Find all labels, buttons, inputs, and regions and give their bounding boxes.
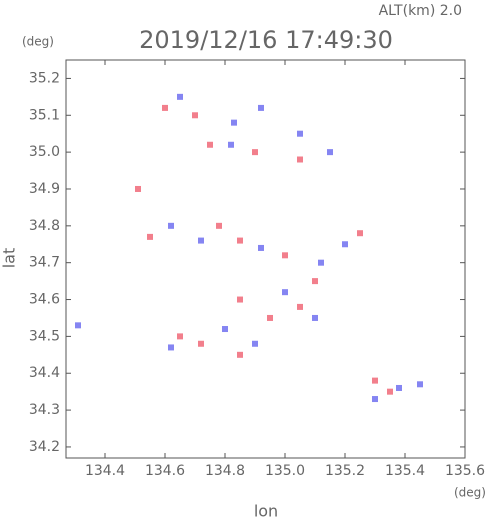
echo-point <box>342 241 348 248</box>
x-tick-label: 134.8 <box>205 463 245 479</box>
echo-point <box>237 237 243 244</box>
x-tick-label: 135.6 <box>445 463 485 479</box>
chart-title: 2019/12/16 17:49:30 <box>139 26 393 54</box>
y-tick-label: 34.4 <box>29 365 60 381</box>
echo-point <box>327 149 333 156</box>
echo-point <box>258 244 264 251</box>
echo-point <box>417 381 423 388</box>
y-tick-label: 34.7 <box>29 255 60 271</box>
y-tick-label: 34.8 <box>29 218 60 234</box>
echo-point <box>177 93 183 100</box>
echo-point <box>222 326 228 333</box>
echo-point <box>162 104 168 111</box>
echo-point <box>297 303 303 310</box>
echo-point <box>282 289 288 296</box>
y-tick-label: 34.5 <box>29 328 60 344</box>
echo-point <box>231 119 237 126</box>
echo-point <box>237 296 243 303</box>
echo-point <box>198 237 204 244</box>
echo-point <box>192 112 198 119</box>
y-tick-label: 35.0 <box>29 144 60 160</box>
y-tick-label: 34.3 <box>29 402 60 418</box>
x-tick-label: 134.6 <box>145 463 185 479</box>
echo-point <box>258 104 264 111</box>
altitude-label: ALT(km) 2.0 <box>379 3 462 19</box>
echo-point <box>168 222 174 229</box>
x-tick-label: 135.0 <box>265 463 305 479</box>
x-tick-label: 134.4 <box>85 463 125 479</box>
echo-point <box>168 344 174 351</box>
echo-point <box>282 252 288 259</box>
echo-point <box>318 259 324 266</box>
echo-point <box>267 314 273 321</box>
echo-point <box>252 149 258 156</box>
echo-point <box>312 278 318 285</box>
echo-point <box>237 351 243 358</box>
x-tick-label: 135.4 <box>385 463 425 479</box>
echo-point <box>396 384 402 391</box>
echo-point <box>252 340 258 347</box>
echo-point <box>387 388 393 395</box>
echo-point <box>198 340 204 347</box>
echo-point <box>135 185 141 192</box>
echo-point <box>228 141 234 148</box>
echo-point <box>357 230 363 237</box>
echo-point <box>297 130 303 137</box>
y-tick-label: 35.1 <box>29 107 60 123</box>
x-tick-label: 135.2 <box>325 463 365 479</box>
y-tick-label: 34.9 <box>29 181 60 197</box>
echo-point <box>297 156 303 163</box>
echo-point <box>147 233 153 240</box>
echo-point <box>177 333 183 340</box>
echo-point <box>216 222 222 229</box>
echo-point <box>75 322 81 329</box>
x-unit: (deg) <box>454 486 486 500</box>
echo-point <box>372 396 378 403</box>
y-tick-label: 34.2 <box>29 439 60 455</box>
echo-point <box>312 314 318 321</box>
y-tick-label: 35.2 <box>29 70 60 86</box>
y-axis-label: lat <box>0 248 19 269</box>
echo-point <box>207 141 213 148</box>
x-axis-label: lon <box>254 502 278 521</box>
y-unit: (deg) <box>22 35 54 49</box>
y-tick-label: 34.6 <box>29 292 60 308</box>
echo-point <box>372 377 378 384</box>
plot-frame <box>65 59 466 459</box>
